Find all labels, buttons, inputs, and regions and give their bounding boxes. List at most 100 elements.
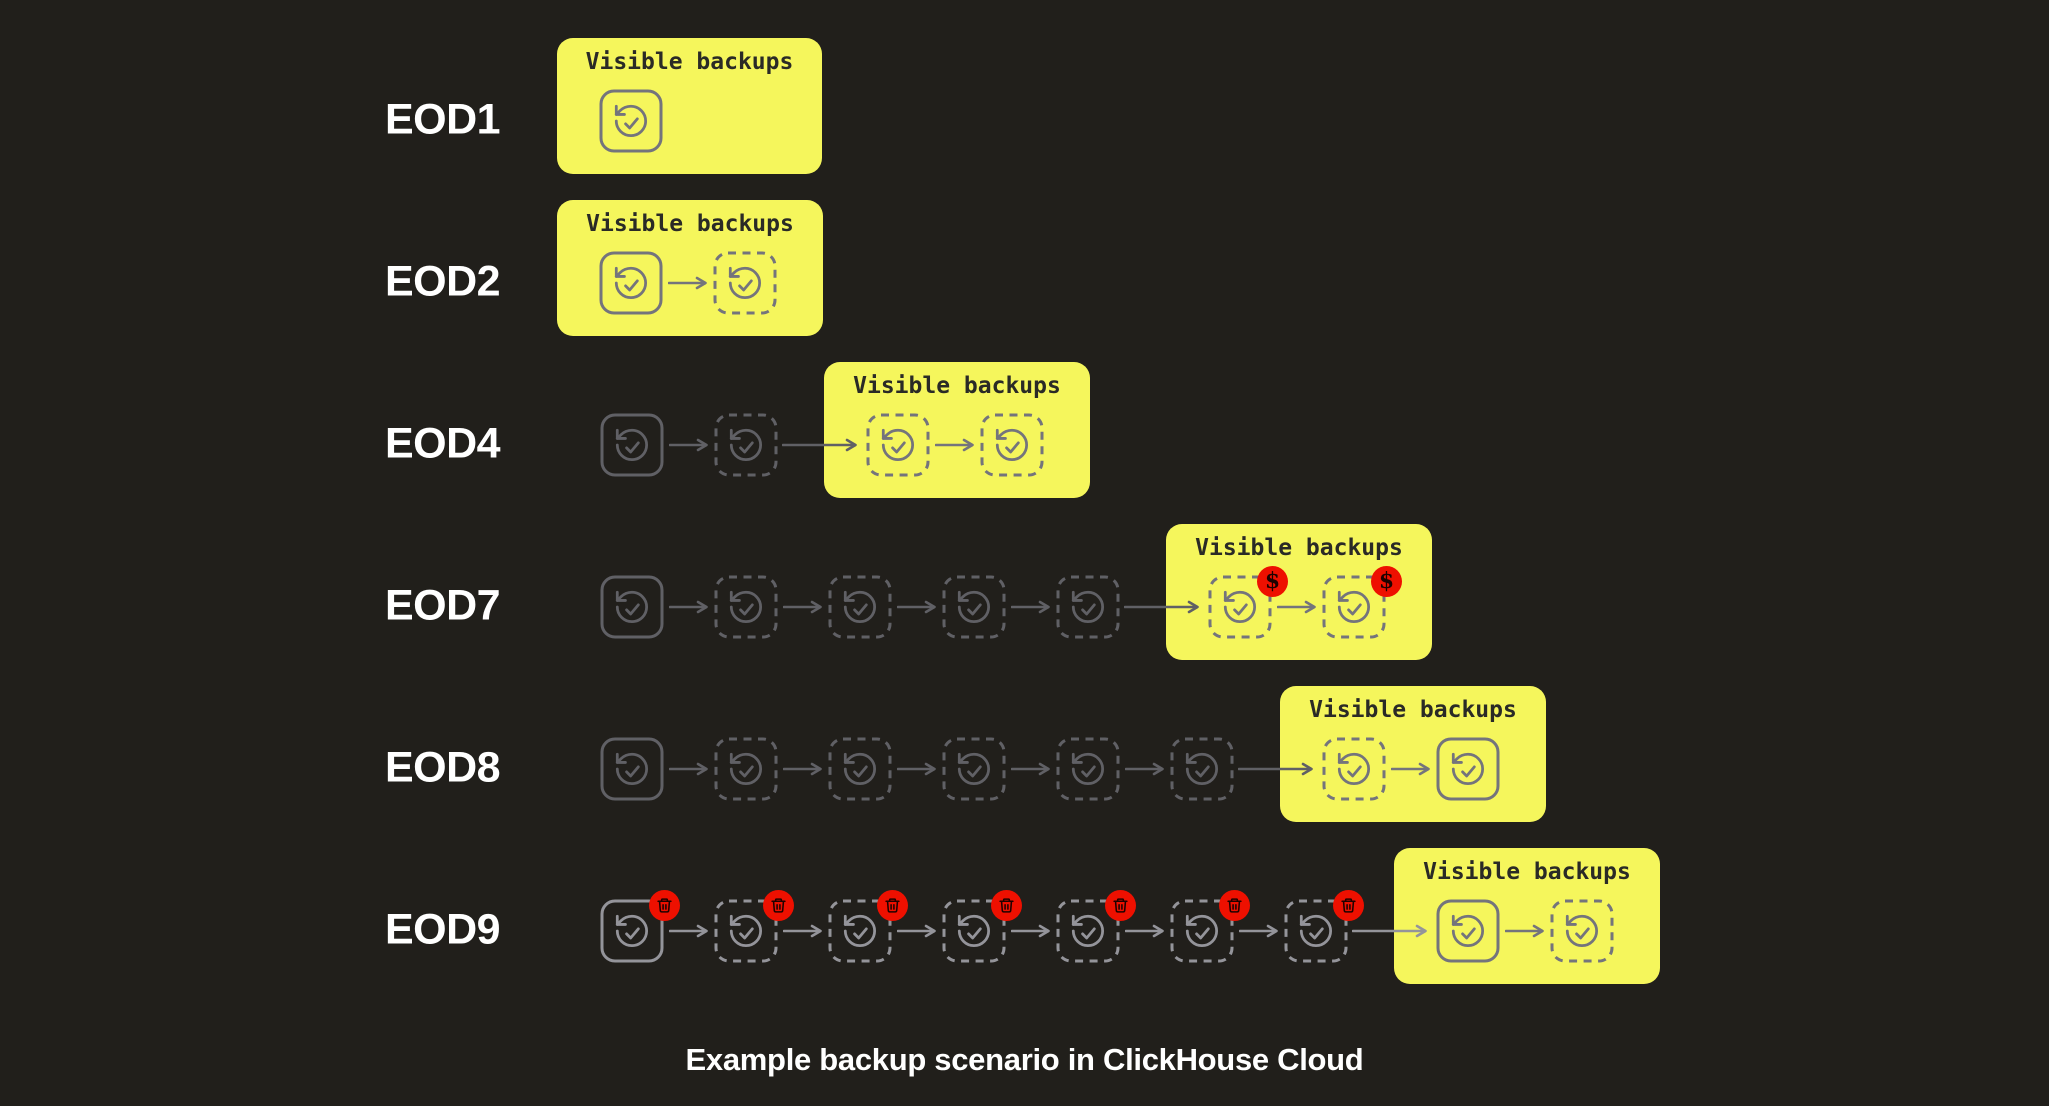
backup-icon-dashed — [866, 413, 930, 477]
trash-badge — [1219, 890, 1250, 921]
backup-restore-icon — [599, 89, 663, 153]
backup-icon-solid — [600, 737, 664, 801]
backup-restore-icon — [1170, 737, 1234, 801]
arrow-icon — [1124, 924, 1164, 938]
arrow-icon — [782, 600, 822, 614]
arrow-icon — [1390, 762, 1430, 776]
backup-restore-icon — [1322, 575, 1386, 639]
backup-restore-icon — [1056, 575, 1120, 639]
arrow-icon — [1123, 600, 1199, 614]
row-label: EOD7 — [385, 581, 501, 630]
backup-restore-icon — [599, 251, 663, 315]
trash-icon — [1227, 898, 1242, 913]
backup-restore-icon — [1056, 737, 1120, 801]
backup-restore-icon — [828, 899, 892, 963]
arrow-icon — [781, 438, 857, 452]
backup-icon-dashed — [828, 737, 892, 801]
arrow-icon — [667, 276, 707, 290]
trash-badge — [991, 890, 1022, 921]
backup-icon-solid — [1436, 737, 1500, 801]
backup-icon-dashed — [1208, 575, 1272, 639]
arrow-icon — [1351, 924, 1427, 938]
dollar-icon: $ — [1378, 567, 1395, 594]
arrow-icon — [1124, 762, 1164, 776]
backup-restore-icon — [714, 737, 778, 801]
backup-icon-dashed — [1056, 575, 1120, 639]
arrow-connector — [896, 599, 937, 615]
arrow-connector — [668, 437, 709, 453]
dollar-badge: $ — [1371, 566, 1402, 597]
arrow-connector — [781, 437, 858, 453]
backup-restore-icon — [1208, 575, 1272, 639]
trash-badge — [763, 890, 794, 921]
backup-icon-dashed — [980, 413, 1044, 477]
arrow-icon — [782, 762, 822, 776]
visible-backups-label: Visible backups — [586, 211, 794, 237]
arrow-icon — [1010, 762, 1050, 776]
arrow-connector — [1124, 923, 1165, 939]
backup-icon-dashed — [1550, 899, 1614, 963]
trash-badge — [877, 890, 908, 921]
backup-restore-icon — [714, 575, 778, 639]
arrow-icon — [934, 438, 974, 452]
arrow-connector — [1123, 599, 1200, 615]
backup-restore-icon — [714, 413, 778, 477]
trash-icon — [885, 898, 900, 913]
eod-row-eod7: EOD7 Visible backups — [0, 517, 2049, 697]
backup-icon-dashed — [1284, 899, 1348, 963]
arrow-connector — [896, 761, 937, 777]
arrow-connector — [1010, 761, 1051, 777]
trash-icon — [771, 898, 786, 913]
trash-icon — [1113, 898, 1128, 913]
backup-icon-solid — [600, 575, 664, 639]
backup-icon-dashed — [714, 737, 778, 801]
backup-restore-icon — [600, 575, 664, 639]
backup-restore-icon — [942, 737, 1006, 801]
eod-row-eod1: EOD1 Visible backups — [0, 31, 2049, 211]
backup-restore-icon — [600, 899, 664, 963]
arrow-connector — [782, 923, 823, 939]
backup-icon-solid — [599, 89, 663, 153]
dollar-icon: $ — [1264, 567, 1281, 594]
backup-icon-dashed — [828, 575, 892, 639]
dollar-badge: $ — [1257, 566, 1288, 597]
backup-icon-solid — [600, 899, 664, 963]
backup-restore-icon — [1056, 899, 1120, 963]
backup-icon-dashed — [942, 575, 1006, 639]
arrow-connector — [1237, 761, 1314, 777]
arrow-icon — [896, 600, 936, 614]
arrow-connector — [1010, 599, 1051, 615]
arrow-connector — [782, 599, 823, 615]
backup-restore-icon — [1170, 899, 1234, 963]
backup-icon-dashed — [942, 737, 1006, 801]
backup-icon-dashed — [1056, 899, 1120, 963]
backup-restore-icon — [1436, 737, 1500, 801]
arrow-icon — [896, 924, 936, 938]
row-label: EOD1 — [385, 95, 501, 144]
row-label: EOD2 — [385, 257, 501, 306]
backup-icon-solid — [1436, 899, 1500, 963]
arrow-connector — [1124, 761, 1165, 777]
arrow-connector — [668, 761, 709, 777]
backup-icon-dashed — [713, 251, 777, 315]
backup-restore-icon — [1284, 899, 1348, 963]
backup-restore-icon — [1550, 899, 1614, 963]
eod-row-eod9: EOD9 Visible backups — [0, 841, 2049, 1021]
row-label: EOD9 — [385, 905, 501, 954]
backup-icon-solid — [600, 413, 664, 477]
row-label: EOD8 — [385, 743, 501, 792]
arrow-icon — [1238, 924, 1278, 938]
visible-backups-label: Visible backups — [1423, 859, 1631, 885]
arrow-connector — [668, 599, 709, 615]
arrow-connector — [934, 437, 975, 453]
visible-backups-label: Visible backups — [585, 49, 794, 75]
arrow-connector — [782, 761, 823, 777]
eod-row-eod8: EOD8 Visible backups — [0, 679, 2049, 859]
backup-restore-icon — [600, 737, 664, 801]
backup-restore-icon — [1322, 737, 1386, 801]
backup-icon-dashed — [714, 575, 778, 639]
eod-row-eod2: EOD2 Visible backups — [0, 193, 2049, 373]
arrow-icon — [668, 762, 708, 776]
arrow-connector — [667, 275, 708, 291]
arrow-connector — [1238, 923, 1279, 939]
